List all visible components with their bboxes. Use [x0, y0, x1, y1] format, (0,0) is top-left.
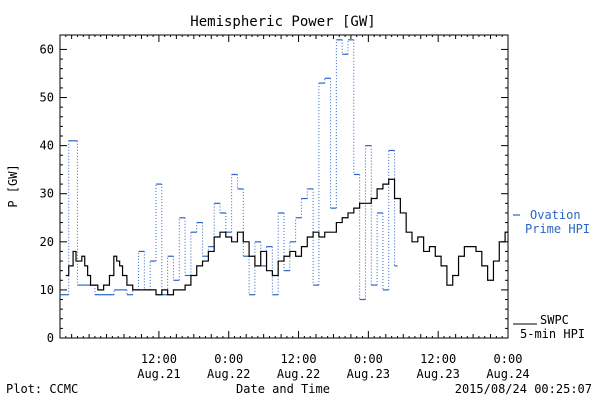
- y-axis-label: P [GW]: [6, 164, 20, 207]
- ovation-legend-label: Ovation: [530, 208, 581, 222]
- y-tick-label: 50: [40, 91, 54, 105]
- series-layer: [60, 39, 508, 301]
- plot-frame: [59, 34, 509, 339]
- footer-plot-credit: Plot: CCMC: [6, 382, 78, 396]
- ovation-series: [60, 39, 398, 301]
- y-tick-label: 60: [40, 42, 54, 56]
- x-tick-date-label: Aug.21: [137, 367, 180, 381]
- swpc-legend-label: 5-min HPI: [520, 327, 585, 341]
- x-tick-time-label: 0:00: [354, 352, 383, 366]
- x-tick-time-label: 12:00: [141, 352, 177, 366]
- footer-timestamp: 2015/08/24 00:25:07: [455, 382, 592, 396]
- axes-layer: 010203040506012:00Aug.210:00Aug.2212:00A…: [40, 34, 530, 381]
- x-tick-time-label: 0:00: [494, 352, 523, 366]
- x-tick-date-label: Aug.22: [277, 367, 320, 381]
- swpc-legend-label: SWPC: [540, 313, 569, 327]
- y-tick-label: 20: [40, 235, 54, 249]
- swpc-series-line: [65, 178, 508, 296]
- x-axis-label: Date and Time: [236, 382, 330, 396]
- ovation-legend-label: Prime HPI: [525, 222, 590, 236]
- x-tick-date-label: Aug.23: [417, 367, 460, 381]
- x-tick-date-label: Aug.23: [347, 367, 390, 381]
- x-tick-date-label: Aug.22: [207, 367, 250, 381]
- x-tick-time-label: 12:00: [420, 352, 456, 366]
- y-tick-label: 10: [40, 283, 54, 297]
- x-tick-time-label: 0:00: [214, 352, 243, 366]
- x-tick-time-label: 12:00: [280, 352, 316, 366]
- y-tick-label: 0: [47, 331, 54, 345]
- y-tick-label: 40: [40, 139, 54, 153]
- x-tick-date-label: Aug.24: [486, 367, 529, 381]
- y-tick-label: 30: [40, 187, 54, 201]
- chart-title: Hemispheric Power [GW]: [190, 14, 375, 30]
